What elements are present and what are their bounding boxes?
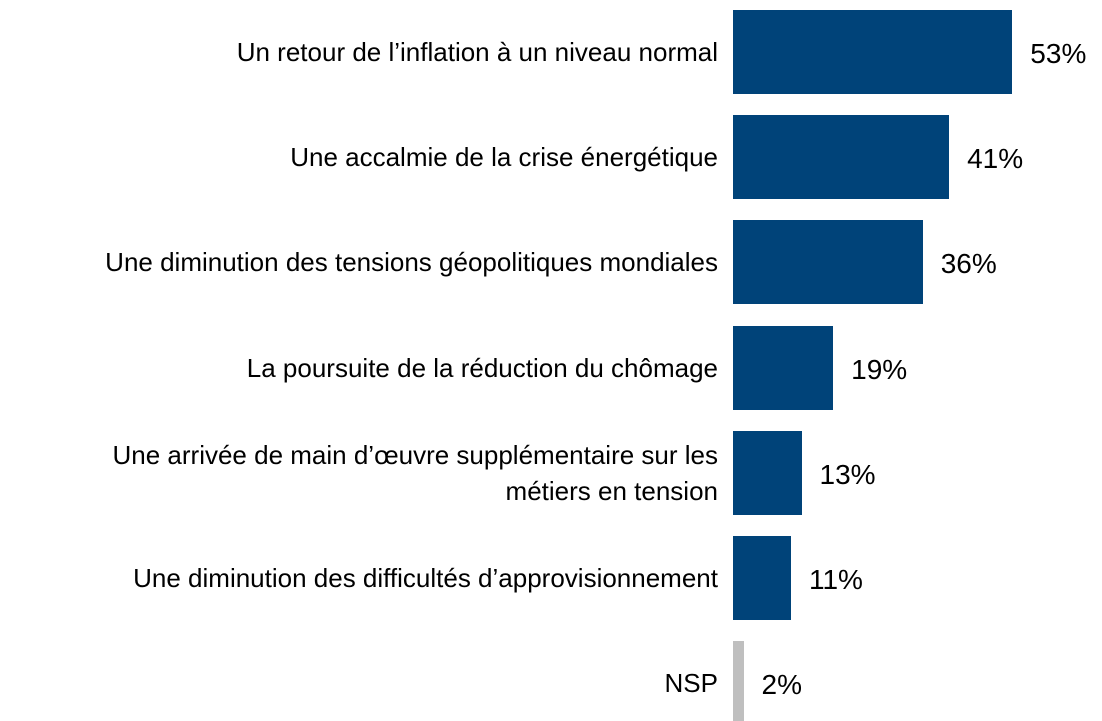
value-label: 2% bbox=[761, 669, 802, 701]
bar bbox=[733, 10, 1013, 94]
value-label: 19% bbox=[851, 353, 908, 385]
value-label: 36% bbox=[940, 248, 997, 280]
bar bbox=[733, 536, 791, 620]
category-label: NSP bbox=[664, 668, 718, 699]
value-label: 11% bbox=[808, 564, 863, 595]
category-label: Une diminution des tensions géopolitique… bbox=[105, 247, 718, 278]
bar bbox=[733, 430, 802, 515]
category-label: Une arrivée de main d’œuvre supplémentai… bbox=[112, 439, 719, 506]
category-label: Une accalmie de la crise énergétique bbox=[290, 142, 718, 173]
value-label: 41% bbox=[967, 143, 1024, 175]
category-label: Une diminution des difficultés d’approvi… bbox=[133, 563, 718, 593]
bar bbox=[733, 220, 923, 305]
value-label: 13% bbox=[819, 458, 876, 490]
value-label: 53% bbox=[1030, 38, 1087, 69]
bar bbox=[733, 641, 744, 721]
category-label: La poursuite de la réduction du chômage bbox=[246, 352, 718, 383]
bar bbox=[733, 325, 834, 410]
category-label: Un retour de l’inflation à un niveau nor… bbox=[236, 37, 718, 67]
bar bbox=[733, 115, 950, 200]
